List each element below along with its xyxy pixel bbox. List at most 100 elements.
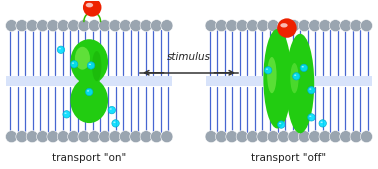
Ellipse shape [57, 46, 65, 53]
Ellipse shape [70, 39, 108, 84]
Ellipse shape [319, 20, 331, 32]
Ellipse shape [236, 20, 248, 32]
Ellipse shape [266, 68, 268, 70]
Ellipse shape [89, 64, 91, 65]
Ellipse shape [277, 20, 290, 32]
Text: transport "on": transport "on" [52, 153, 126, 163]
Ellipse shape [63, 111, 70, 118]
Ellipse shape [267, 57, 277, 93]
Ellipse shape [340, 20, 352, 32]
Ellipse shape [150, 20, 163, 32]
Ellipse shape [64, 113, 67, 114]
Ellipse shape [215, 20, 228, 32]
Ellipse shape [300, 64, 308, 71]
Ellipse shape [308, 131, 321, 143]
Ellipse shape [68, 131, 80, 143]
Ellipse shape [277, 131, 290, 143]
Ellipse shape [267, 131, 279, 143]
Ellipse shape [92, 51, 101, 81]
Text: stimulus: stimulus [167, 52, 211, 62]
Ellipse shape [99, 131, 111, 143]
Ellipse shape [59, 48, 61, 49]
Ellipse shape [75, 47, 90, 70]
Ellipse shape [110, 108, 112, 110]
Ellipse shape [26, 20, 38, 32]
Ellipse shape [350, 131, 362, 143]
Ellipse shape [161, 131, 173, 143]
Ellipse shape [70, 61, 78, 68]
Ellipse shape [37, 131, 49, 143]
Ellipse shape [140, 20, 152, 32]
Ellipse shape [109, 20, 121, 32]
Ellipse shape [78, 20, 90, 32]
Ellipse shape [286, 34, 314, 133]
Ellipse shape [88, 20, 101, 32]
Ellipse shape [321, 122, 323, 123]
Ellipse shape [109, 131, 121, 143]
Ellipse shape [119, 131, 132, 143]
Ellipse shape [267, 20, 279, 32]
Ellipse shape [226, 131, 238, 143]
Ellipse shape [140, 131, 152, 143]
Bar [206, 76, 372, 86]
Ellipse shape [87, 90, 89, 92]
Ellipse shape [113, 122, 116, 123]
Ellipse shape [319, 120, 326, 127]
Ellipse shape [280, 23, 288, 28]
Ellipse shape [5, 20, 18, 32]
Ellipse shape [37, 20, 49, 32]
Ellipse shape [350, 20, 362, 32]
Ellipse shape [288, 131, 300, 143]
Ellipse shape [257, 20, 269, 32]
Ellipse shape [112, 120, 119, 127]
Ellipse shape [85, 88, 93, 96]
Ellipse shape [119, 20, 132, 32]
Ellipse shape [108, 106, 116, 114]
Ellipse shape [298, 20, 310, 32]
Ellipse shape [298, 131, 310, 143]
Ellipse shape [47, 20, 59, 32]
Ellipse shape [277, 18, 297, 38]
Ellipse shape [16, 20, 28, 32]
Ellipse shape [130, 131, 142, 143]
Ellipse shape [360, 131, 373, 143]
Text: transport "off": transport "off" [251, 153, 326, 163]
Ellipse shape [16, 131, 28, 143]
Ellipse shape [329, 20, 341, 32]
Ellipse shape [302, 66, 304, 67]
Ellipse shape [277, 121, 285, 128]
Ellipse shape [205, 131, 217, 143]
Ellipse shape [360, 20, 373, 32]
Ellipse shape [72, 62, 74, 64]
Ellipse shape [263, 29, 291, 128]
Ellipse shape [57, 20, 70, 32]
Ellipse shape [205, 20, 217, 32]
Ellipse shape [290, 63, 299, 93]
Ellipse shape [88, 131, 101, 143]
Ellipse shape [236, 131, 248, 143]
Ellipse shape [26, 131, 38, 143]
Ellipse shape [264, 67, 272, 74]
Ellipse shape [47, 131, 59, 143]
Ellipse shape [5, 131, 18, 143]
Ellipse shape [161, 20, 173, 32]
Ellipse shape [279, 123, 281, 124]
Ellipse shape [294, 75, 296, 76]
Ellipse shape [309, 88, 311, 90]
Ellipse shape [246, 20, 259, 32]
Ellipse shape [130, 20, 142, 32]
Ellipse shape [308, 87, 315, 94]
Bar [6, 76, 172, 86]
Ellipse shape [215, 131, 228, 143]
Ellipse shape [86, 3, 93, 7]
Ellipse shape [340, 131, 352, 143]
Ellipse shape [293, 73, 300, 80]
Ellipse shape [226, 20, 238, 32]
Ellipse shape [257, 131, 269, 143]
Ellipse shape [329, 131, 341, 143]
Ellipse shape [70, 78, 108, 123]
Ellipse shape [288, 20, 300, 32]
Ellipse shape [150, 131, 163, 143]
Ellipse shape [83, 0, 101, 17]
Ellipse shape [99, 20, 111, 32]
